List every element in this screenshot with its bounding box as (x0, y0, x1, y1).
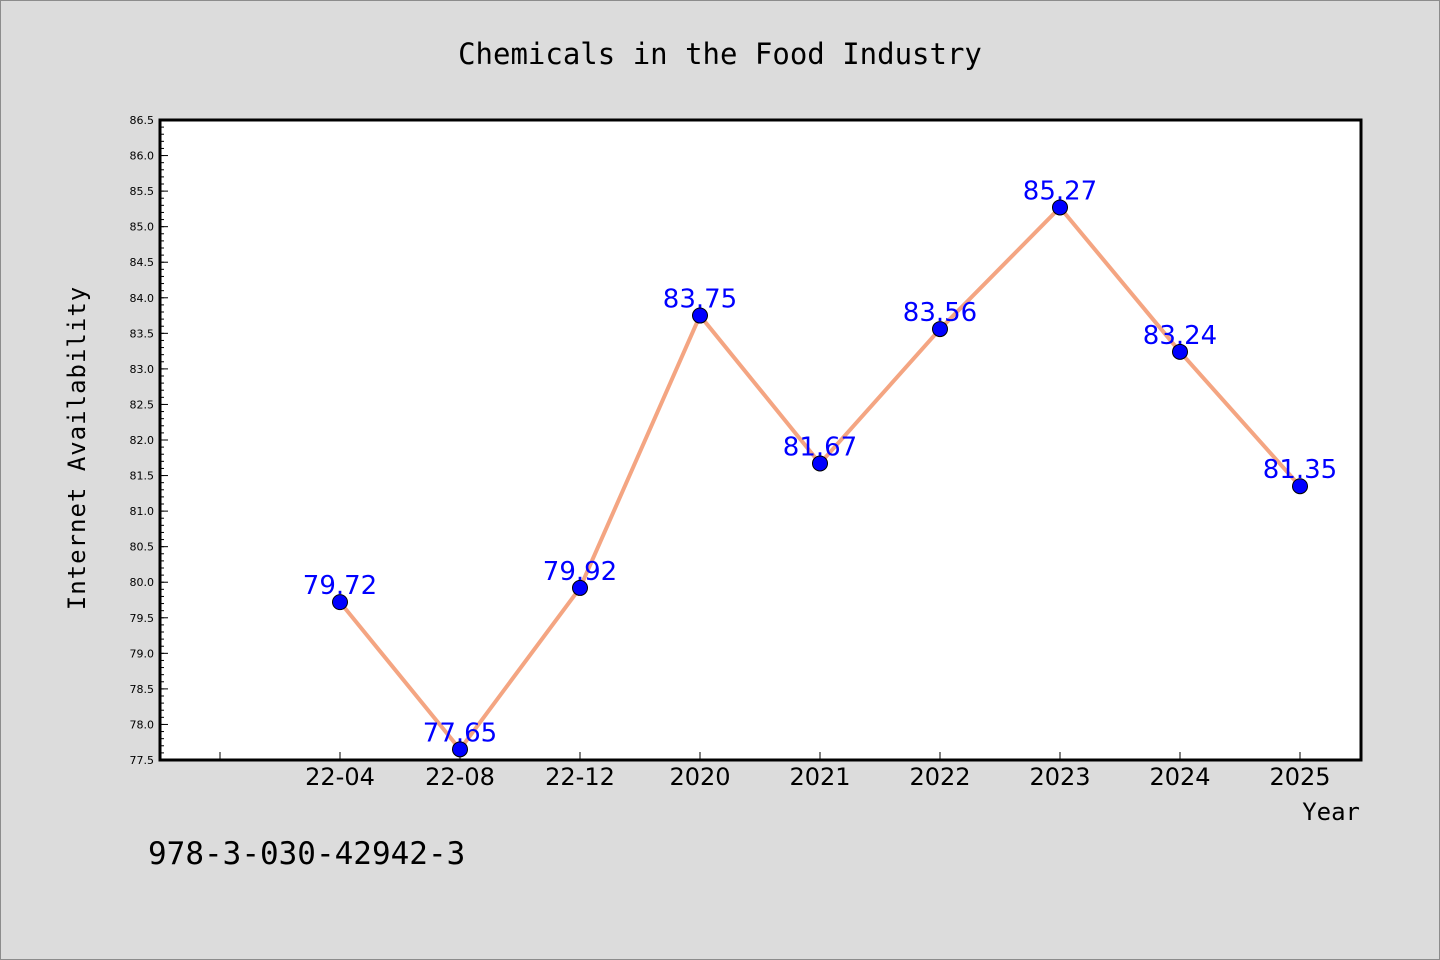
y-tick-label: 80.5 (130, 541, 155, 554)
data-point (1172, 343, 1188, 360)
data-label: 85.27 (1023, 176, 1097, 206)
data-label: 83.56 (903, 298, 977, 328)
y-tick-label: 84.0 (130, 292, 155, 305)
chart-title: Chemicals in the Food Industry (458, 37, 982, 71)
x-tick-label: 22-04 (305, 763, 375, 791)
x-tick-label: 22-12 (545, 763, 615, 791)
data-label: 79.72 (303, 571, 377, 601)
y-tick-label: 83.5 (130, 327, 155, 340)
isbn-annotation: 978-3-030-42942-3 (148, 836, 465, 872)
x-axis-ticks: 22-04 22-08 22-12 2020 2021 2022 2023 2024 2025 (219, 752, 1331, 791)
x-tick-label: 2024 (1149, 763, 1210, 791)
y-tick-label: 86.0 (130, 150, 155, 163)
data-labels-group: 79.72 77.65 79.92 83.75 81.67 83.56 85.27 83.24… (303, 176, 1337, 748)
y-axis-label: Internet Availability (63, 286, 91, 610)
x-axis-label: Year (1302, 798, 1360, 826)
x-tick-label: 22-08 (425, 763, 495, 791)
x-tick-label: 2020 (669, 763, 730, 791)
y-tick-label: 84.5 (130, 256, 155, 269)
y-tick-label: 81.0 (130, 505, 155, 518)
data-point (1292, 478, 1308, 495)
data-label: 83.24 (1143, 321, 1217, 351)
y-tick-label: 77.5 (130, 754, 155, 767)
data-label: 79.92 (543, 557, 617, 587)
y-tick-label: 79.5 (130, 612, 155, 625)
data-point (932, 321, 948, 338)
data-label: 77.65 (423, 718, 497, 748)
y-tick-label: 83.0 (130, 363, 155, 376)
y-tick-label: 79.0 (130, 647, 155, 660)
y-tick-label: 82.0 (130, 434, 155, 447)
y-tick-label: 85.0 (130, 221, 155, 234)
y-tick-label: 78.5 (130, 683, 155, 696)
data-label: 81.35 (1263, 455, 1337, 485)
data-label: 83.75 (663, 285, 737, 315)
data-point (812, 455, 828, 472)
y-tick-label: 78.0 (130, 718, 155, 731)
x-tick-label: 2021 (789, 763, 850, 791)
series-line-group (332, 199, 1308, 758)
data-point (332, 594, 348, 611)
data-point (1052, 199, 1068, 216)
y-tick-label: 85.5 (130, 185, 155, 198)
x-tick-label: 2025 (1269, 763, 1330, 791)
data-point (452, 741, 468, 758)
y-tick-label: 81.5 (130, 470, 155, 483)
y-tick-label: 86.5 (130, 114, 155, 127)
data-point (572, 579, 588, 596)
y-tick-label: 82.5 (130, 398, 155, 411)
plot-area (158, 118, 1363, 762)
x-tick-label: 2022 (909, 763, 970, 791)
x-tick-label: 2023 (1029, 763, 1090, 791)
data-point (692, 307, 708, 324)
data-label: 81.67 (783, 432, 857, 462)
y-tick-label: 80.0 (130, 576, 155, 589)
y-axis-ticks: 77.5 78.0 78.5 79.0 79.5 80.0 80.5 81.0 81.5 82.0… (130, 114, 168, 767)
